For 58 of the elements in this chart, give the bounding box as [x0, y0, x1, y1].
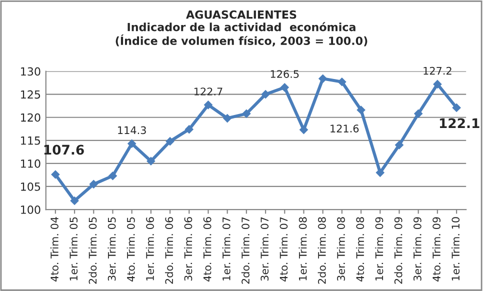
point [318, 74, 328, 84]
point [166, 136, 174, 146]
point [280, 83, 290, 92]
y-tick-label: 110 [21, 159, 40, 168]
point [222, 114, 232, 123]
x-tick-label: 2do. Trim. 07 [241, 217, 250, 284]
data-label: 122.7 [194, 88, 222, 96]
data-label: 126.5 [270, 70, 299, 78]
point [299, 125, 308, 134]
point [242, 109, 251, 118]
x-tick-label: 3er. Trim. 09 [413, 217, 422, 281]
point [51, 170, 60, 179]
x-tick-label: 2do. Trim. 05 [88, 217, 97, 284]
x-tick-label: 4to. Trim. 09 [432, 217, 440, 282]
data-label: 122.1 [440, 118, 480, 128]
point [394, 140, 404, 150]
point [433, 80, 442, 89]
x-tick-label: 3er. Trim. 07 [260, 217, 269, 281]
point [89, 180, 98, 189]
point [376, 168, 385, 178]
point [146, 156, 156, 166]
x-tick-label: 2do. Trim. 08 [318, 217, 326, 284]
y-tick-label: 105 [21, 182, 40, 191]
data-label: 121.6 [330, 124, 359, 132]
point [70, 196, 79, 206]
x-tick-label: 4to. Trim. 05 [126, 217, 135, 282]
point [108, 171, 118, 180]
x-tick-label: 1er. Trim. 10 [452, 217, 460, 280]
x-tick-label: 1er. Trim. 08 [298, 217, 307, 280]
point [204, 100, 213, 110]
point [414, 109, 423, 118]
x-tick-label: 1er. Trim. 05 [69, 217, 78, 280]
point [184, 124, 194, 134]
point [338, 77, 346, 86]
y-tick-label: 100 [21, 205, 40, 214]
x-tick-label: 3er. Trim. 08 [336, 217, 345, 281]
x-tick-label: 3er. Trim. 06 [184, 217, 192, 281]
x-tick-label: 2do. Trim. 09 [394, 217, 402, 284]
x-tick-label: 4to. Trim. 08 [356, 217, 364, 282]
point [261, 90, 270, 99]
point [356, 106, 366, 114]
x-tick-label: 3er. Trim. 05 [108, 217, 116, 281]
x-tick-label: 1er. Trim. 09 [375, 217, 384, 280]
data-label: 114.3 [118, 126, 146, 134]
x-tick-label: 2do. Trim. 06 [164, 217, 174, 284]
y-tick-label: 125 [21, 90, 40, 99]
y-tick-label: 130 [21, 67, 40, 76]
x-tick-label: 4to. Trim. 04 [50, 217, 58, 282]
x-tick-label: 4to. Trim. 07 [280, 217, 288, 282]
point [452, 103, 461, 112]
point [127, 139, 136, 148]
data-label: 127.2 [424, 66, 452, 75]
x-tick-label: 1er. Trim. 06 [146, 217, 154, 280]
y-tick-label: 115 [21, 136, 40, 145]
y-tick-label: 120 [21, 113, 40, 122]
x-tick-label: 1er. Trim. 07 [222, 217, 230, 280]
x-tick-label: 4to. Trim. 06 [203, 217, 212, 282]
chart-title: AGUASCALIENTES Indicador de la actividad económica (Índice de volumen físico, 2003 = 100.0) [116, 10, 368, 46]
